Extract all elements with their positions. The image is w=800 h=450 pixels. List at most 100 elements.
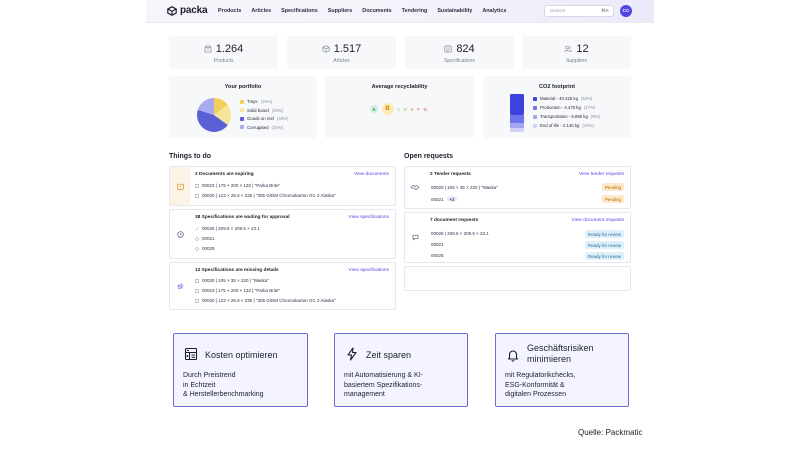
view-documents-link[interactable]: View documents (353, 172, 389, 177)
legend-pct: (53%) (580, 96, 593, 101)
request-heading: 2 Tender requests (430, 172, 471, 177)
search-shortcut: ⌘K (601, 9, 609, 14)
search-input[interactable]: Search ⌘K (544, 5, 614, 17)
legend-label: Corrugated (247, 124, 269, 130)
todo-line[interactable]: 00020 | 123 × 26.5 × 235 | "305 G/DM Chr… (195, 298, 336, 303)
recyclability-scale: A B C D E F G (370, 103, 427, 115)
todo-rail (170, 210, 190, 258)
request-row[interactable]: 00026 | 209.5 × 209.5 × 23.1 (431, 231, 489, 236)
todo-line[interactable]: 00026 | 209.5 × 209.5 × 23.1 (195, 226, 260, 231)
nav-suppliers[interactable]: Suppliers (327, 8, 353, 14)
clock-icon (176, 230, 184, 238)
status-badge: Ready for review (585, 252, 624, 260)
feature-text: mit Automatisierung & KI- basiertem Spez… (344, 372, 423, 399)
nav-products[interactable]: Products (218, 8, 242, 14)
request-documents[interactable]: 7 document requests View document reques… (404, 212, 631, 263)
todo-line[interactable]: 00023 | 175 × 200 × 132 | "Parka Brite" (195, 183, 280, 188)
feature-cost-optimization: Kosten optimieren Durch Preistrend in Ec… (173, 333, 308, 407)
legend-label: Solid board (247, 107, 269, 113)
co2-legend: Material - 40.425 kg (53%) Production - 4… (533, 96, 600, 128)
kpi-value: 12 (576, 43, 589, 55)
todo-rail (170, 263, 190, 309)
todo-line-text: 00025 (202, 246, 215, 251)
grade-f: F (417, 106, 421, 112)
todo-line-text: 00021 (202, 236, 215, 241)
kpi-specifications[interactable]: 824 Specifications (405, 36, 514, 69)
todo-line[interactable]: 00020 | 123 × 26.5 × 235 | "305 G/DM Chr… (195, 193, 336, 198)
kpi-suppliers[interactable]: 12 Suppliers (522, 36, 631, 69)
view-specifications-link[interactable]: View specifications (348, 215, 389, 220)
cube-icon (322, 45, 330, 53)
nav-sustainability[interactable]: Sustainability (437, 8, 473, 14)
todo-line[interactable]: 00023 | 175 × 200 × 132 | "Parka Brite" (195, 288, 280, 293)
article-icon (195, 193, 199, 198)
nav-articles[interactable]: Articles (251, 8, 272, 14)
kpi-articles[interactable]: 1.517 Articles (287, 36, 396, 69)
legend-item: Material - 40.425 kg (53%) (533, 96, 600, 101)
todo-specs-awaiting-approval[interactable]: 38 Specifications are waiting for approv… (169, 209, 396, 259)
request-tender[interactable]: 2 Tender requests View tender requests 0… (404, 166, 631, 209)
status-badge: Pending (601, 195, 624, 203)
recyclability-card[interactable]: Average recyclability A B C D E F G (325, 76, 474, 138)
avatar[interactable]: CC (620, 5, 632, 17)
card-title: CO2 footprint (538, 84, 576, 90)
todo-rail (405, 167, 425, 208)
nav-documents[interactable]: Documents (362, 8, 392, 14)
todo-line[interactable]: 00025 (195, 246, 215, 251)
view-tender-requests-link[interactable]: View tender requests (579, 172, 624, 177)
logo[interactable]: packa (167, 5, 208, 16)
card-title: Average recyclability (371, 84, 428, 90)
todo-line[interactable]: 00021 (195, 236, 215, 241)
more-count-badge[interactable]: +2 (446, 196, 458, 202)
todo-line[interactable]: 00020 | 105 × 35 × 220 | "Waska" (195, 278, 269, 283)
todo-heading: 2 Documents are expiring (195, 172, 254, 177)
co2-bar-production (510, 115, 524, 123)
nav-tendering[interactable]: Tendering (401, 8, 428, 14)
spec-sheet-icon (444, 45, 452, 53)
feature-text: Durch Preistrend in Echtzeit & Herstelle… (183, 372, 264, 399)
legend-swatch (240, 125, 244, 129)
co2-bar-transportation (510, 123, 524, 128)
view-specifications-link[interactable]: View specifications (348, 268, 389, 273)
portfolio-legend: Trays (15%) Solid board (20%) Goods on ree… (240, 99, 288, 130)
legend-pct: (20%) (271, 107, 284, 113)
portfolio-card[interactable]: Your portfolio Trays (15%) Solid board (20… (169, 76, 317, 138)
co2-stacked-bar (510, 94, 524, 132)
grade-d: D (403, 106, 408, 112)
logo-text: packa (180, 5, 208, 16)
feature-save-time: Zeit sparen mit Automatisierung & KI- ba… (334, 333, 468, 407)
request-heading: 7 document requests (430, 218, 479, 223)
things-to-do-title: Things to do (169, 153, 211, 160)
kpi-value: 1.264 (215, 43, 244, 55)
packa-logo-icon (167, 5, 177, 16)
legend-swatch (533, 96, 537, 101)
request-row[interactable]: 00021 (431, 242, 444, 247)
feature-minimize-risk: Geschäftsrisiken minimieren mit Regulato… (495, 333, 629, 407)
todo-heading: 12 Specifications are missing details (195, 268, 279, 273)
pie-slice-trays (214, 98, 228, 115)
request-row-text: 00025 (431, 253, 444, 258)
main-nav: Products Articles Specifications Supplie… (218, 8, 506, 14)
nav-specifications[interactable]: Specifications (281, 8, 318, 14)
view-document-requests-link[interactable]: View document requests (571, 218, 624, 223)
lightning-icon (347, 347, 357, 361)
grade-b-active: B (381, 103, 394, 115)
todo-documents-expiring[interactable]: 2 Documents are expiring View documents … (169, 166, 396, 206)
article-icon (195, 298, 199, 303)
legend-swatch (240, 116, 244, 121)
request-row[interactable]: 00025 (431, 253, 444, 258)
todo-specs-missing-details[interactable]: 12 Specifications are missing details Vi… (169, 262, 396, 310)
co2-footprint-card[interactable]: CO2 footprint Material - 40.425 kg (53%) … (483, 76, 631, 138)
pie-slice-corrugated (197, 98, 214, 115)
request-row[interactable]: 00020 | 105 × 35 × 220 | "Waska" (431, 185, 498, 190)
bell-icon (507, 350, 519, 362)
search-placeholder: Search (550, 9, 566, 14)
kpi-products[interactable]: 1.264 Products (169, 36, 278, 69)
status-badge: Ready for review (585, 230, 624, 238)
pie-slice-solid-board (214, 105, 231, 125)
request-row[interactable]: 00021 +2 (431, 196, 458, 202)
open-requests-title: Open requests (404, 153, 454, 160)
box-icon (204, 45, 212, 53)
nav-analytics[interactable]: Analytics (482, 8, 507, 14)
legend-pct: (25%) (271, 124, 283, 130)
